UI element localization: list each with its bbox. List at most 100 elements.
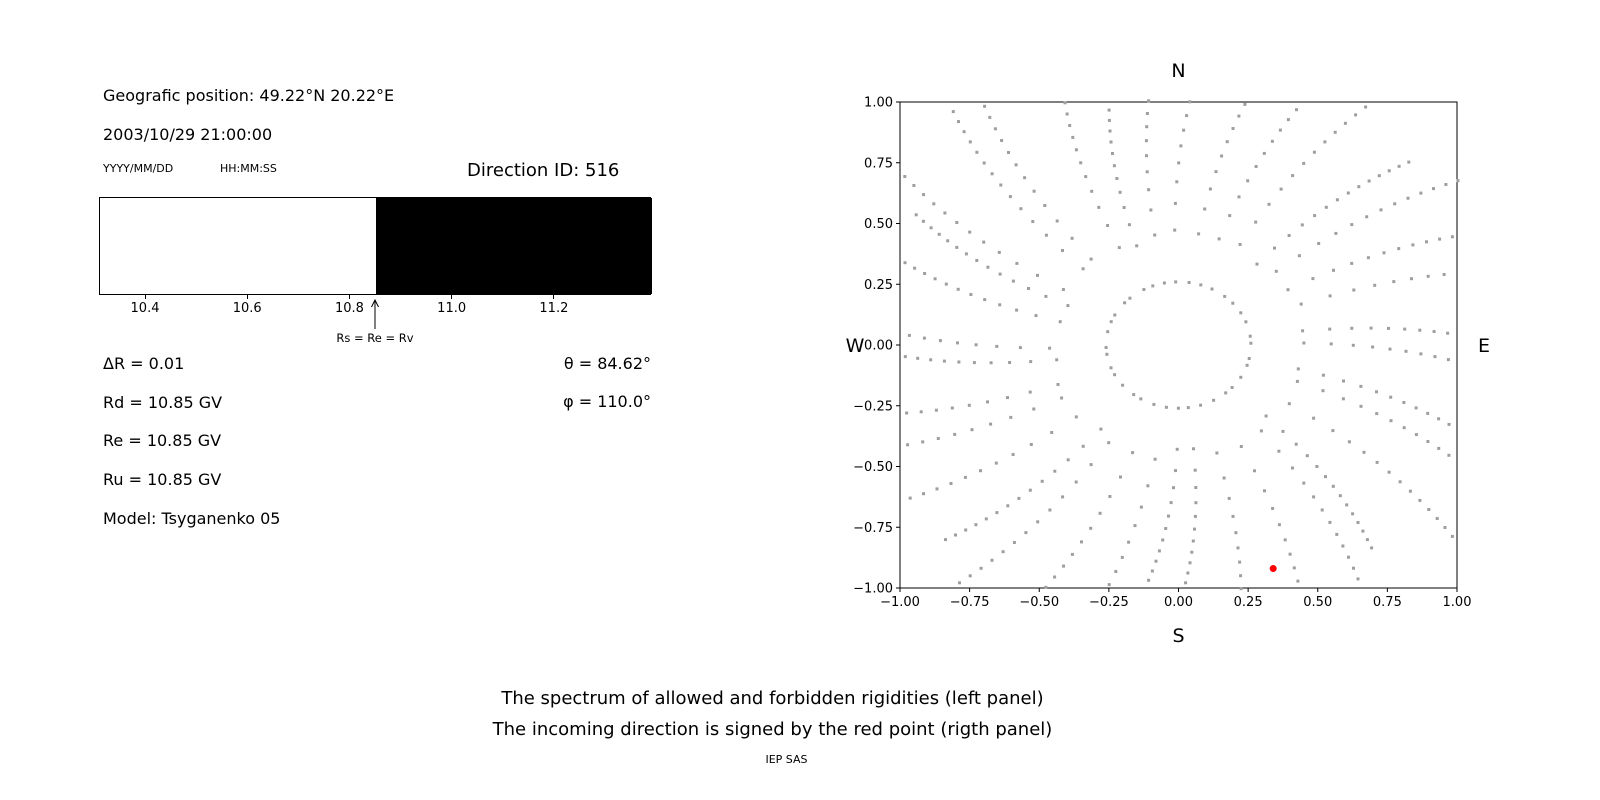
asymptotic-direction-point — [1387, 169, 1391, 173]
asymptotic-direction-point — [1153, 457, 1157, 461]
asymptotic-direction-point — [1109, 366, 1113, 370]
asymptotic-direction-point — [1350, 261, 1354, 265]
asymptotic-direction-point — [1450, 235, 1454, 239]
forbidden-region — [376, 198, 652, 294]
asymptotic-direction-point — [1070, 236, 1074, 240]
asymptotic-direction-point — [1111, 152, 1114, 155]
asymptotic-direction-point — [1300, 223, 1304, 227]
asymptotic-direction-point — [1347, 555, 1350, 559]
asymptotic-direction-point — [1185, 114, 1189, 118]
asymptotic-direction-point — [1139, 397, 1143, 401]
asymptotic-direction-point — [1254, 220, 1258, 224]
asymptotic-direction-point — [970, 428, 974, 432]
asymptotic-direction-point — [936, 437, 940, 440]
asymptotic-direction-point — [1113, 313, 1117, 317]
asymptotic-direction-point — [1149, 208, 1153, 212]
asymptotic-direction-point — [1365, 538, 1369, 542]
asymptotic-direction-point — [1167, 514, 1170, 518]
asymptotic-direction-point — [1162, 281, 1166, 285]
asymptotic-direction-point — [1179, 144, 1183, 148]
asymptotic-direction-point — [1341, 544, 1345, 548]
asymptotic-direction-point — [1142, 288, 1146, 291]
caption-credit: IEP SAS — [765, 753, 808, 766]
compass-east-label: E — [1478, 335, 1490, 357]
asymptotic-direction-point — [1015, 308, 1019, 312]
asymptotic-direction-point — [1433, 355, 1437, 359]
scatter-points — [903, 99, 1460, 591]
asymptotic-direction-point — [1061, 495, 1065, 499]
asymptotic-direction-point — [1320, 508, 1324, 512]
asymptotic-direction-point — [1267, 202, 1271, 206]
asymptotic-direction-point — [934, 408, 938, 412]
y-tick-label: 0.25 — [864, 278, 893, 293]
asymptotic-direction-point — [1387, 470, 1391, 474]
asymptotic-direction-point — [1173, 228, 1177, 232]
spectrum-tick-mark — [451, 295, 453, 299]
asymptotic-direction-point — [1369, 326, 1373, 330]
asymptotic-direction-point — [972, 361, 976, 365]
asymptotic-direction-point — [944, 538, 947, 542]
asymptotic-direction-point — [1193, 468, 1197, 472]
asymptotic-direction-point — [1044, 585, 1048, 589]
asymptotic-direction-point — [1345, 503, 1349, 507]
asymptotic-direction-point — [975, 259, 979, 262]
asymptotic-direction-point — [1074, 480, 1078, 484]
date-format-label: YYYY/MM/DD — [103, 162, 174, 175]
asymptotic-direction-point — [929, 358, 933, 362]
asymptotic-direction-point — [999, 183, 1003, 187]
asymptotic-direction-point — [1402, 401, 1406, 404]
asymptotic-direction-point — [995, 511, 999, 515]
asymptotic-direction-point — [974, 523, 978, 527]
asymptotic-direction-point — [1426, 274, 1430, 278]
asymptotic-direction-point — [1317, 242, 1321, 245]
asymptotic-direction-point — [1061, 249, 1064, 252]
asymptotic-direction-point — [968, 574, 972, 578]
asymptotic-direction-point — [1044, 233, 1048, 237]
asymptotic-direction-point — [1040, 479, 1044, 483]
up-arrow-icon — [371, 298, 379, 329]
direction-id: Direction ID: 516 — [467, 160, 620, 181]
asymptotic-direction-point — [1164, 527, 1168, 530]
asymptotic-direction-point — [1393, 202, 1397, 206]
asymptotic-direction-point — [1188, 561, 1192, 565]
direction-plot: −1.00 −0.75 −0.50 −0.25 0.00 0.25 0.50 0.75 1.00… — [846, 60, 1490, 647]
asymptotic-direction-point — [1188, 100, 1192, 104]
asymptotic-direction-point — [1446, 331, 1450, 335]
asymptotic-direction-point — [1108, 129, 1112, 133]
asymptotic-direction-point — [1146, 484, 1150, 488]
asymptotic-direction-point — [1053, 575, 1057, 579]
asymptotic-direction-point — [1199, 403, 1203, 407]
asymptotic-direction-point — [903, 175, 907, 178]
asymptotic-direction-point — [1313, 214, 1317, 218]
rd-value: Rd = 10.85 GV — [103, 393, 223, 412]
asymptotic-direction-point — [1418, 328, 1422, 332]
y-tick-label: −0.50 — [853, 460, 893, 475]
asymptotic-direction-point — [1006, 396, 1009, 400]
asymptotic-direction-point — [1277, 523, 1281, 527]
asymptotic-direction-point — [1419, 191, 1423, 195]
spectrum-bar — [99, 197, 652, 295]
asymptotic-direction-point — [1357, 185, 1361, 189]
asymptotic-direction-point — [1123, 301, 1127, 305]
asymptotic-direction-point — [913, 266, 917, 270]
asymptotic-direction-point — [1139, 505, 1143, 509]
asymptotic-direction-point — [1346, 191, 1350, 195]
asymptotic-direction-point — [969, 293, 973, 296]
asymptotic-direction-point — [1089, 257, 1093, 261]
asymptotic-direction-point — [1287, 234, 1291, 237]
asymptotic-direction-point — [1182, 128, 1186, 132]
asymptotic-direction-point — [1347, 440, 1351, 444]
asymptotic-direction-point — [1296, 579, 1300, 583]
asymptotic-direction-point — [1044, 294, 1048, 298]
asymptotic-direction-point — [932, 202, 936, 206]
asymptotic-direction-point — [1048, 346, 1052, 350]
asymptotic-direction-point — [912, 184, 916, 187]
asymptotic-direction-point — [1208, 187, 1212, 191]
asymptotic-direction-point — [1228, 214, 1232, 218]
asymptotic-direction-point — [1389, 395, 1393, 399]
asymptotic-direction-point — [983, 298, 987, 302]
asymptotic-direction-point — [1244, 320, 1248, 324]
asymptotic-direction-point — [1305, 454, 1309, 458]
asymptotic-direction-point — [1361, 529, 1365, 533]
asymptotic-direction-point — [1243, 102, 1247, 106]
